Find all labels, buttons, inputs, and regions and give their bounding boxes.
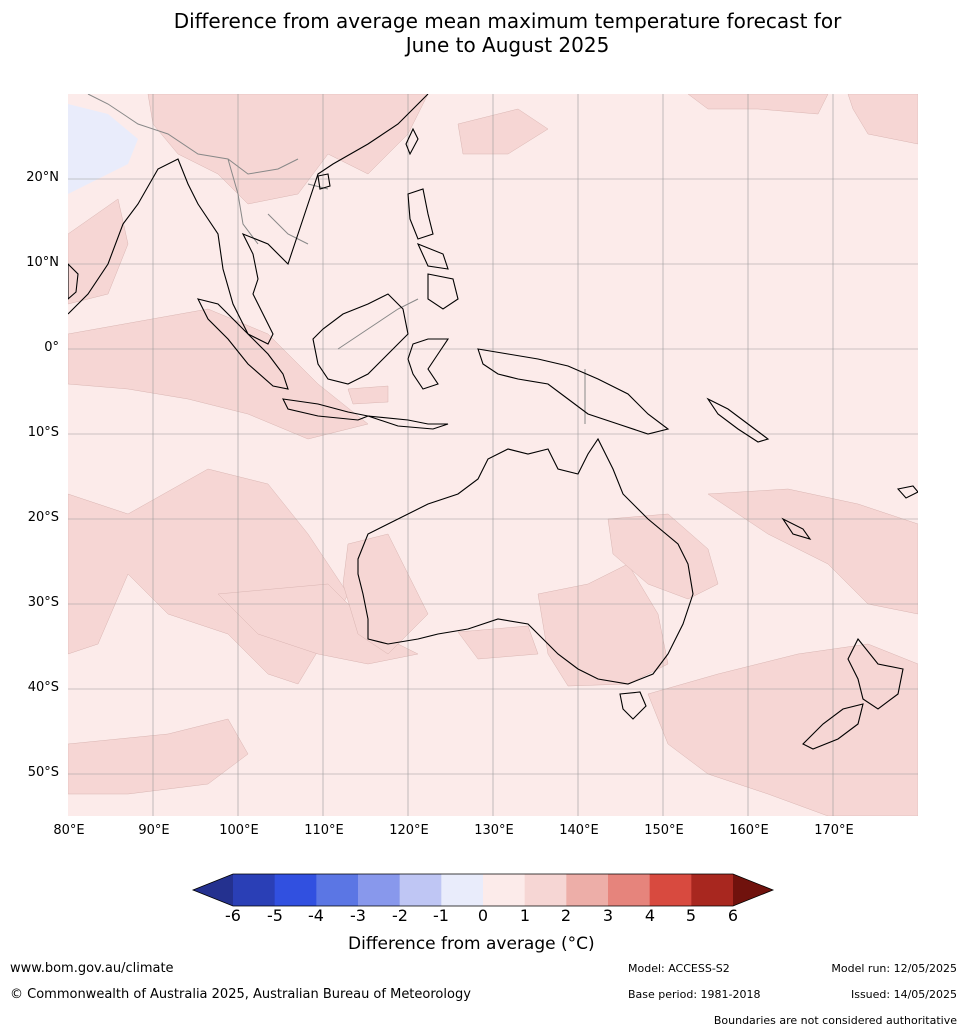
coast-australia [357, 437, 694, 685]
footer-issued: Issued: 14/05/2025 [850, 988, 957, 1001]
anomaly-region-asia [147, 94, 429, 205]
lon-label-130e: 130°E [474, 823, 514, 838]
colorbar-segment [649, 874, 692, 906]
coast-visayas [416, 242, 449, 270]
anomaly-region-eastern-australia [537, 563, 669, 687]
map-title: Difference from average mean maximum tem… [60, 9, 955, 57]
coast-asia [68, 94, 429, 345]
lon-label-140e: 140°E [559, 823, 599, 838]
colorbar-segment [691, 874, 734, 906]
lat-label-0: 0° [44, 340, 59, 355]
colorbar-tick: -4 [308, 906, 324, 925]
lon-label-120e: 120°E [389, 823, 429, 838]
colorbar-segment [274, 874, 317, 906]
lon-label-160e: 160°E [729, 823, 769, 838]
anomaly-region-southern-ocean [68, 718, 249, 795]
coast-new-caledonia [781, 517, 812, 540]
colorbar-tick: 2 [560, 906, 572, 925]
anomaly-region-north-east [687, 94, 829, 115]
map-panel[interactable] [68, 94, 918, 816]
coast-solomons [706, 397, 770, 443]
lat-label-30s: 30°S [27, 595, 59, 610]
colorbar-outline [191, 873, 775, 907]
colorbar-segment [233, 874, 276, 906]
colorbar-tick: -3 [350, 906, 366, 925]
coast-nz-south [802, 703, 864, 750]
anomaly-region-pacific-north [457, 108, 549, 155]
lat-label-40s: 40°S [27, 680, 59, 695]
coastlines [68, 94, 918, 750]
anomaly-region-great-bight [457, 625, 539, 660]
boundary-asia [87, 94, 329, 245]
anomaly-region-south-pacific [707, 488, 918, 615]
colorbar-segment [566, 874, 609, 906]
title-line-1: Difference from average mean maximum tem… [173, 9, 842, 33]
lat-label-20s: 20°S [27, 510, 59, 525]
colorbar-tick: 1 [519, 906, 531, 925]
colorbar-extend-high [733, 874, 773, 906]
colorbar-label: Difference from average (°C) [348, 934, 595, 954]
anomaly-region-north-far-east [847, 94, 918, 145]
colorbar-tick: 5 [685, 906, 697, 925]
colorbar-tick: -2 [392, 906, 408, 925]
colorbar-tick: 0 [477, 906, 489, 925]
lon-label-90e: 90°E [138, 823, 170, 838]
anomaly-region-bay-of-bengal [68, 198, 129, 305]
country-boundaries [87, 94, 586, 424]
boundary-borneo [337, 298, 419, 350]
coast-hainan [317, 173, 331, 190]
colorbar-tick: 3 [602, 906, 614, 925]
footer-model-run: Model run: 12/05/2025 [831, 962, 957, 975]
colorbar-tick: -5 [267, 906, 283, 925]
lon-label-150e: 150°E [644, 823, 684, 838]
footer-boundaries-note: Boundaries are not considered authoritat… [713, 1014, 957, 1027]
anomaly-region-java-sea [347, 385, 389, 405]
colorbar-tick: -6 [225, 906, 241, 925]
footer-base-period: Base period: 1981-2018 [628, 988, 761, 1001]
colorbar-segment [524, 874, 567, 906]
footer-url[interactable]: www.bom.gov.au/climate [10, 961, 174, 976]
coast-new-guinea [477, 348, 670, 435]
lon-label-80e: 80°E [53, 823, 85, 838]
coast-borneo [312, 293, 409, 385]
lon-label-110e: 110°E [304, 823, 344, 838]
coast-sumatra [196, 298, 289, 390]
coast-tasmania [619, 691, 647, 720]
colorbar-segment [441, 874, 484, 906]
coast-sulawesi [407, 338, 450, 390]
coast-nz-north [847, 637, 904, 710]
lat-label-10n: 10°N [26, 255, 59, 270]
colorbar-segment [483, 874, 526, 906]
lat-label-20n: 20°N [26, 170, 59, 185]
colorbar-tick: 4 [644, 906, 656, 925]
coast-mindanao [427, 273, 459, 310]
anomaly-region-cool [68, 104, 138, 194]
footer-copyright: © Commonwealth of Australia 2025, Austra… [10, 987, 471, 1002]
colorbar-tick: -1 [433, 906, 449, 925]
coast-luzon [407, 188, 434, 240]
lon-label-100e: 100°E [219, 823, 259, 838]
colorbar [191, 873, 775, 907]
colorbar-tick: 6 [727, 906, 739, 925]
coast-lesser-sunda [367, 415, 449, 430]
graticule [68, 94, 918, 816]
anomaly-region-indian-ocean-equator [68, 308, 369, 440]
colorbar-segment [358, 874, 401, 906]
lat-label-50s: 50°S [27, 765, 59, 780]
colorbar-segment [608, 874, 651, 906]
coast-sri-lanka [68, 263, 79, 300]
coast-fiji [896, 485, 918, 499]
colorbar-extend-low [193, 874, 233, 906]
lat-label-10s: 10°S [27, 425, 59, 440]
colorbar-segment [399, 874, 442, 906]
title-line-2: June to August 2025 [405, 33, 610, 57]
colorbar-segment [316, 874, 359, 906]
coast-taiwan [405, 127, 419, 156]
coast-java [282, 398, 370, 421]
footer-model: Model: ACCESS-S2 [628, 962, 730, 975]
anomaly-shading [68, 94, 918, 816]
anomaly-region-tasman [647, 643, 918, 816]
lon-label-170e: 170°E [814, 823, 854, 838]
